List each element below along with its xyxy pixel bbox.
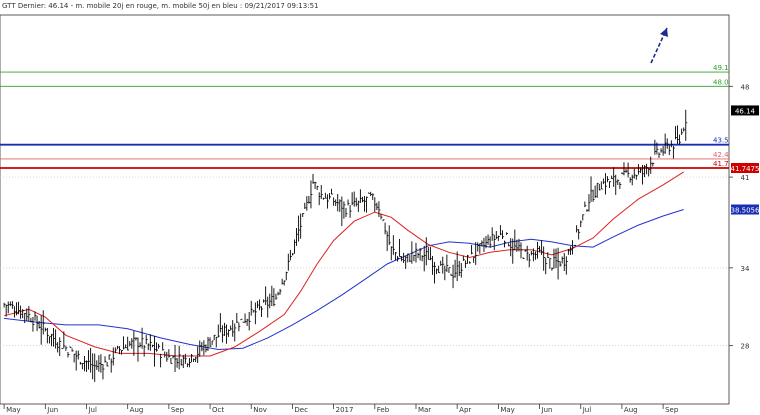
value-badge [731,163,759,174]
x-tick-label: Jun [541,406,553,414]
value-badge-label: 38.5056 [731,207,760,215]
x-axis: May Jun Jul Aug Sep Oct Nov Dec 2017 Feb Mar Apr May… [3,404,679,414]
y-axis: 48 41 34 28 [729,83,750,351]
x-tick-label: Mar [418,406,431,414]
level-label: 41.7 [713,160,729,168]
x-tick-label: Jul [87,406,97,414]
value-badge-label: 41.7475 [731,165,760,173]
ma50-series [4,209,684,351]
value-badge [731,105,759,116]
value-badges: 46.14 41.7475 38.5056 [731,105,760,215]
ma20-line [3,171,684,357]
trend-arrow [650,27,668,64]
y-tick-label: 28 [741,343,750,351]
x-tick-label: Dec [294,406,308,414]
x-tick-label: Aug [130,406,144,414]
x-tick-label: Nov [253,406,267,414]
x-tick-label: 2017 [336,406,354,414]
level-label: 49.1 [713,64,729,72]
x-tick-label: May [6,406,20,414]
y-tick-label: 48 [741,83,750,91]
chart-title: GTT Dernier: 46.14 - m. mobile 20j en ro… [2,2,318,10]
level-label: 48.0 [713,78,729,86]
level-lines: 49.1 48.0 43.5 42.441.7 [0,64,729,169]
x-tick-label: Jun [46,406,58,414]
x-tick-label: Apr [459,406,471,414]
x-tick-label: Aug [624,406,638,414]
y-tick-label: 34 [741,265,750,273]
y-tick-label: 41 [741,174,750,182]
price-series [3,109,688,382]
value-badge-label: 46.14 [735,107,756,115]
trend-arrow-head [660,28,668,37]
x-tick-label: Feb [377,406,390,414]
ma20-series [3,171,684,357]
x-tick-label: May [500,406,514,414]
x-tick-label: Sep [665,406,679,414]
level-label: 42.4 [713,151,729,159]
x-tick-label: Oct [212,406,224,414]
x-tick-label: Sep [171,406,185,414]
x-tick-label: Jul [582,406,592,414]
ma50-line [4,209,684,351]
value-badge [731,204,759,215]
level-label: 43.5 [713,137,729,145]
